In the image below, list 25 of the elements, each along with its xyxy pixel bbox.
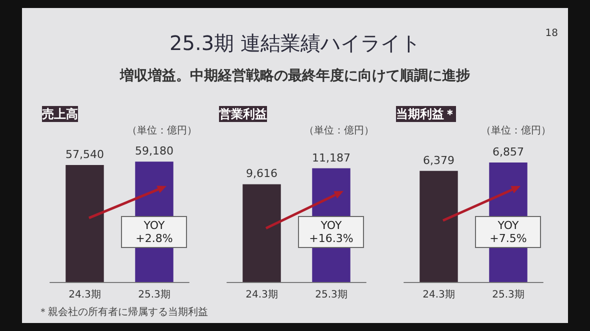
data-label: 11,187 xyxy=(312,151,350,164)
text: 25.3期 連結業績ハイライト xyxy=(170,31,420,55)
chart-title: 当期利益＊ xyxy=(396,107,456,121)
annotation: YOY +7.5% xyxy=(475,216,542,248)
data-label: 6,379 xyxy=(423,154,454,167)
chart-title: 営業利益 xyxy=(219,107,267,121)
text: （単位：億円） xyxy=(481,124,551,136)
x-tick-label: 25.3期 xyxy=(315,288,348,300)
annotation: YOY +16.3% xyxy=(298,216,364,248)
data-label: 6,857 xyxy=(492,145,524,158)
x-tick-label: 24.3期 xyxy=(68,288,101,300)
x-tick-label: 25.3期 xyxy=(138,288,170,300)
chart-title: 売上高 xyxy=(42,107,78,121)
text: （単位：億円） xyxy=(127,124,197,136)
text: （単位：億円） xyxy=(304,124,374,136)
data-label: 57,540 xyxy=(66,148,104,161)
x-tick-label: 24.3期 xyxy=(246,288,278,300)
text: 18 xyxy=(545,28,558,39)
text: ＊親会社の所有者に帰属する当期利益 xyxy=(38,306,208,319)
data-label: 59,180 xyxy=(135,144,174,158)
data-label: 9,616 xyxy=(246,167,278,180)
x-tick-label: 24.3期 xyxy=(422,288,455,300)
annotation: YOY +2.8% xyxy=(121,216,188,248)
text: 増収増益。中期経営戦略の最終年度に向けて順調に進捗 xyxy=(118,67,471,85)
x-tick-label: 25.3期 xyxy=(492,288,524,300)
